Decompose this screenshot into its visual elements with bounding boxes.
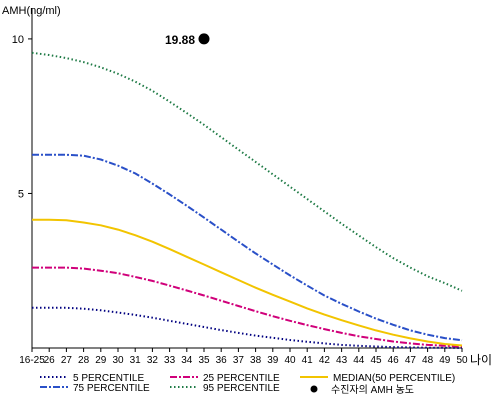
x-tick-label: 47 — [405, 355, 417, 366]
x-tick-label: 49 — [439, 355, 451, 366]
legend-label-5-percentile: 5 PERCENTILE — [73, 373, 144, 384]
legend-label-75-percentile: 75 PERCENTILE — [73, 383, 150, 394]
patient-amh-point — [198, 33, 210, 45]
x-tick-label: 32 — [147, 355, 159, 366]
x-tick-label: 45 — [370, 355, 382, 366]
x-tick-label: 38 — [250, 355, 262, 366]
x-tick-label: 33 — [164, 355, 176, 366]
x-tick-label: 26 — [44, 355, 56, 366]
x-axis-label: 나이 — [470, 353, 492, 367]
series-line-95-percentile — [31, 51, 463, 292]
x-tick-label: 46 — [388, 355, 400, 366]
y-tick-label: 10 — [12, 34, 24, 46]
x-tick-label: 43 — [336, 355, 348, 366]
legend-label-median-50-percentile-: MEDIAN(50 PERCENTILE) — [333, 373, 455, 384]
x-tick-label: 29 — [95, 355, 107, 366]
x-tick-label: 40 — [284, 355, 296, 366]
x-tick-label: 44 — [353, 355, 365, 366]
series-line-5-percentile — [32, 306, 463, 349]
series-line-median-50-percentile- — [32, 218, 463, 347]
series-layer — [31, 51, 463, 349]
x-tick-label: 27 — [61, 355, 73, 366]
x-tick-label: 42 — [319, 355, 331, 366]
legend-label-patient-point: 수진자의 AMH 농도 — [331, 384, 414, 396]
patient-point-layer: 19.88 — [165, 33, 210, 47]
x-tick-label: 30 — [112, 355, 124, 366]
x-tick-label: 39 — [267, 355, 279, 366]
x-tick-label: 41 — [302, 355, 314, 366]
x-tick-label: 16-25 — [19, 355, 45, 366]
y-tick-label: 5 — [18, 188, 24, 200]
x-tick-label: 34 — [181, 355, 193, 366]
patient-amh-value-label: 19.88 — [165, 33, 195, 47]
legend-label-25-percentile: 25 PERCENTILE — [203, 373, 280, 384]
x-tick-label: 31 — [130, 355, 142, 366]
series-line-75-percentile — [32, 153, 463, 342]
x-tick-label: 35 — [198, 355, 210, 366]
x-tick-label: 36 — [216, 355, 228, 366]
legend: 5 PERCENTILE 25 PERCENTILE MEDIAN(50 PERCE… — [40, 373, 455, 396]
x-tick-label: 50 — [456, 355, 468, 366]
legend-label-95-percentile: 95 PERCENTILE — [203, 383, 280, 394]
series-line-25-percentile — [32, 266, 463, 348]
x-tick-label: 28 — [78, 355, 90, 366]
x-tick-label: 48 — [422, 355, 434, 366]
x-tick-label: 37 — [233, 355, 245, 366]
y-axis-label: AMH(ng/ml) — [2, 5, 61, 17]
legend-swatch-patient-point — [310, 385, 318, 393]
